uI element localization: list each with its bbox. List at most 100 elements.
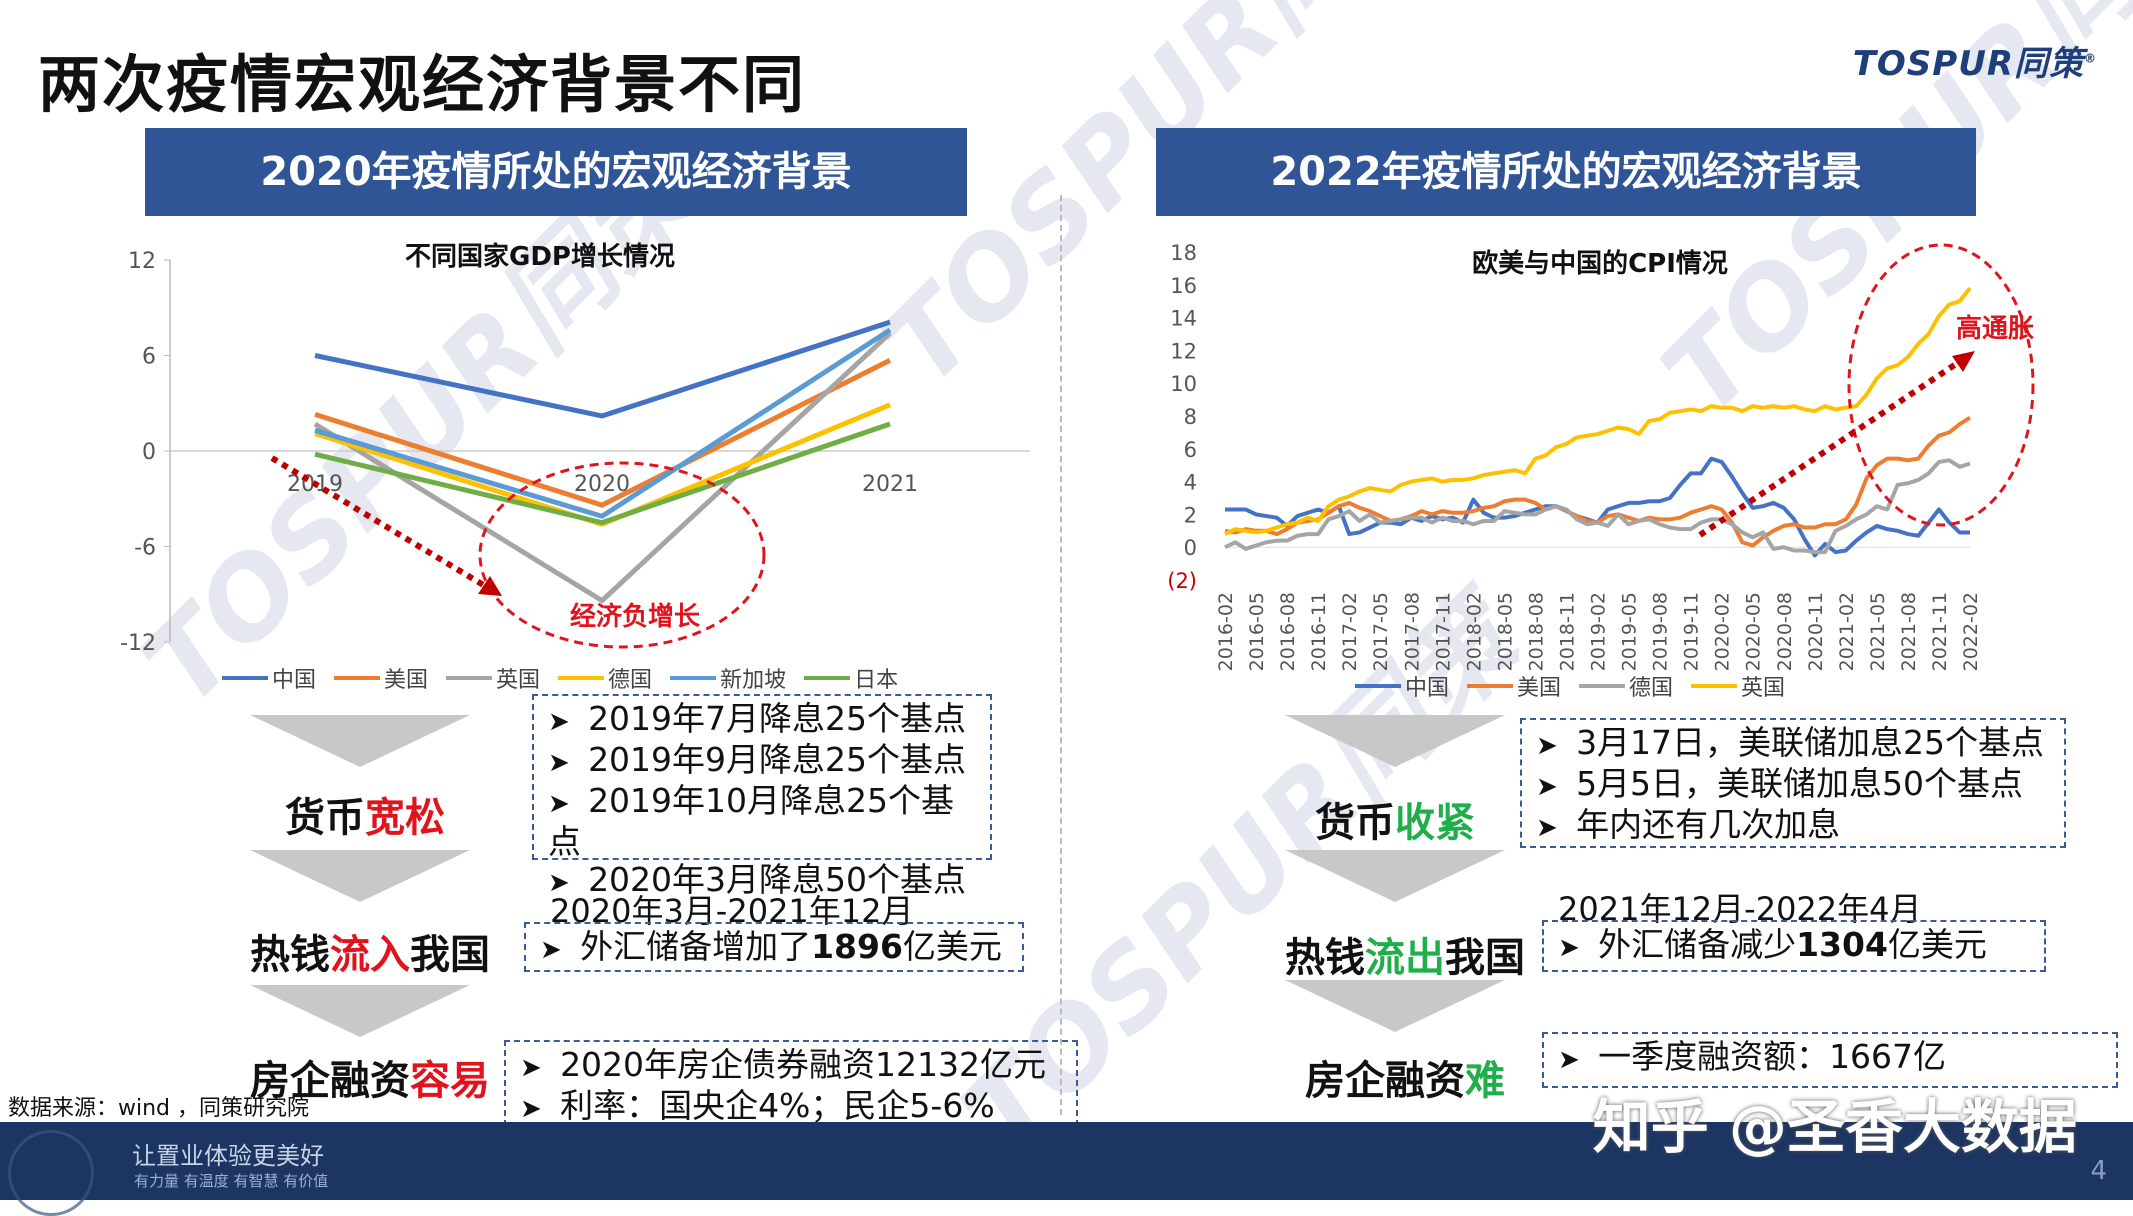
- legend-swatch: [670, 676, 717, 680]
- y-tick-label: 12: [128, 249, 156, 274]
- legend-swatch: [558, 676, 605, 680]
- stage-hot-money-inflow: 热钱流入我国: [250, 932, 490, 978]
- x-tick-label: 2017-05: [1370, 592, 1392, 671]
- x-tick-label: 2020-11: [1805, 592, 1827, 671]
- legend-item: 德国: [1579, 670, 1673, 702]
- globe-icon: [8, 1130, 94, 1216]
- legend-swatch: [1691, 684, 1738, 688]
- x-tick-label: 2020-05: [1743, 592, 1765, 671]
- gdp-chart-title: 不同国家GDP增长情况: [405, 241, 675, 272]
- x-tick-label: 2021-08: [1898, 592, 1920, 671]
- y-tick-label: 6: [1184, 438, 1197, 462]
- x-tick-label: 2017-08: [1401, 592, 1423, 671]
- annotation-ellipse: [478, 461, 766, 649]
- legend-item: 英国: [446, 662, 540, 694]
- series-line: [1224, 286, 1972, 536]
- legend-label: 中国: [272, 668, 317, 693]
- x-tick-label: 2018-08: [1525, 592, 1547, 671]
- y-tick-label: 12: [1170, 339, 1197, 363]
- y-tick-label: 8: [1184, 405, 1197, 429]
- y-tick-label: 18: [1170, 241, 1197, 265]
- legend-swatch: [804, 676, 851, 680]
- cpi-chart: 欧美与中国的CPI情况 18 16 14 12 10 8 6 4 2 0 (2) 2016-02 201…: [1167, 241, 2035, 671]
- series-line: [314, 421, 891, 526]
- fx-reserve-box: 外汇储备增加了1896亿美元: [524, 922, 1024, 972]
- annotation-text: 经济负增长: [570, 601, 701, 632]
- flow-arrow: [1285, 715, 1505, 767]
- y-tick-label: 0: [1184, 536, 1197, 560]
- zhihu-watermark: 知乎 @圣香大数据: [1592, 1093, 2077, 1161]
- x-tick-label: 2020: [574, 472, 630, 497]
- series-line: [314, 358, 892, 508]
- stage-financing-hard: 房企融资难: [1305, 1058, 1505, 1104]
- flow-arrow: [250, 715, 470, 767]
- legend-item: 日本: [804, 662, 898, 694]
- stage-monetary-tightening: 货币收紧: [1315, 800, 1475, 846]
- footer-bar: 让置业体验更美好 有力量 有温度 有智慧 有价值: [0, 1122, 2133, 1216]
- series-line: [314, 327, 892, 519]
- legend-label: 英国: [1741, 676, 1786, 701]
- flow-arrow: [250, 985, 470, 1037]
- legend-label: 德国: [608, 668, 653, 693]
- legend-swatch: [1579, 684, 1626, 688]
- x-tick-label: 2017-02: [1339, 592, 1361, 671]
- annotation-ellipse: [1847, 243, 2035, 527]
- x-tick-label: 2018-02: [1463, 592, 1485, 671]
- x-tick-label: 2020-02: [1712, 592, 1734, 671]
- legend-label: 日本: [854, 668, 899, 693]
- legend-label: 德国: [1629, 676, 1674, 701]
- x-tick-label: 2017-11: [1432, 592, 1454, 671]
- y-tick-label: 4: [1184, 471, 1197, 495]
- x-tick-label: 2018-11: [1556, 592, 1578, 671]
- legend-swatch: [1467, 684, 1514, 688]
- y-tick-label: 10: [1170, 372, 1197, 396]
- annotation-arrow: [270, 455, 497, 595]
- legend-item: 德国: [558, 662, 652, 694]
- x-tick-label: 2020-08: [1774, 592, 1796, 671]
- legend-label: 新加坡: [720, 668, 787, 693]
- x-tick-label: 2021-02: [1836, 592, 1858, 671]
- y-tick-label: 2: [1184, 503, 1197, 527]
- legend-item: 美国: [1467, 670, 1561, 702]
- footer-subslogan: 有力量 有温度 有智慧 有价值: [134, 1172, 329, 1190]
- x-tick-label: 2016-02: [1215, 592, 1237, 671]
- legend-item: 英国: [1691, 670, 1785, 702]
- cpi-chart-title: 欧美与中国的CPI情况: [1472, 248, 1728, 279]
- stage-monetary-easing: 货币宽松: [285, 795, 445, 841]
- series-line: [313, 331, 892, 604]
- legend-swatch: [446, 676, 493, 680]
- series-line: [1224, 458, 1971, 555]
- x-tick-label: 2021-11: [1929, 592, 1951, 671]
- page-number: 4: [2090, 1156, 2107, 1186]
- cpi-legend: 中国 美国 德国 英国: [1355, 670, 1785, 702]
- series-line: [314, 319, 891, 419]
- legend-item: 中国: [222, 662, 316, 694]
- gdp-legend: 中国 美国 英国 德国 新加坡 日本: [222, 662, 898, 694]
- rate-hike-list: 3月17日，美联储加息25个基点5月5日，美联储加息50个基点年内还有几次加息: [1520, 718, 2066, 848]
- legend-label: 美国: [1517, 676, 1562, 701]
- series-line: [1224, 415, 1972, 548]
- rate-cut-list: 2019年7月降息25个基点2019年9月降息25个基点2019年10月降息25…: [532, 694, 992, 899]
- y-tick-label: (2): [1167, 569, 1197, 593]
- stage-financing-easy: 房企融资容易: [250, 1058, 490, 1104]
- legend-label: 英国: [496, 668, 541, 693]
- x-tick-label: 2019-11: [1681, 592, 1703, 671]
- x-tick-label: 2022-02: [1960, 592, 1982, 671]
- financing-amount-box: 一季度融资额：1667亿: [1542, 1032, 2118, 1088]
- y-tick-label: 16: [1170, 274, 1197, 298]
- right-banner: 2022年疫情所处的宏观经济背景: [1156, 128, 1976, 216]
- flow-arrow: [1285, 980, 1505, 1032]
- x-tick-label: 2021: [862, 472, 918, 497]
- annotation-arrow: [1698, 355, 1967, 538]
- legend-label: 中国: [1405, 676, 1450, 701]
- annotation-text: 高通胀: [1956, 313, 2034, 344]
- x-tick-label: 2019-08: [1650, 592, 1672, 671]
- y-tick-label: 0: [142, 440, 156, 465]
- legend-item: 美国: [334, 662, 428, 694]
- legend-item: 新加坡: [670, 662, 786, 694]
- y-tick-label: 6: [142, 345, 156, 370]
- left-banner: 2020年疫情所处的宏观经济背景: [145, 128, 967, 216]
- company-logo: TOSPUR同策®: [1852, 44, 2097, 84]
- y-tick-label: -12: [120, 631, 156, 656]
